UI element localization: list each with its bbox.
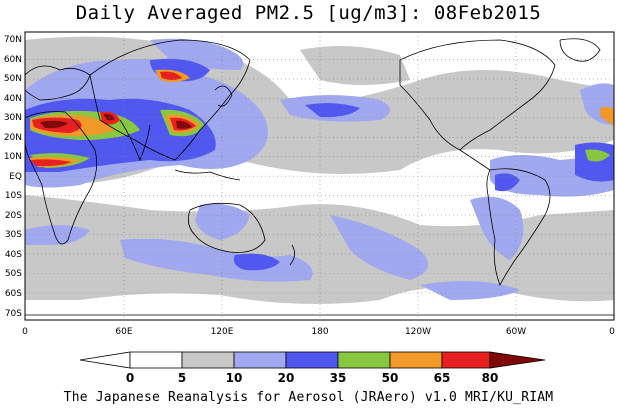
gridlines (25, 32, 614, 320)
lat-label: 50S (5, 269, 22, 279)
lat-label: 50N (4, 74, 22, 84)
colorbar-tick-label: 0 (126, 371, 134, 385)
lat-label: 60S (5, 289, 22, 299)
colorbar: 0 5 10 20 35 50 65 80 (79, 351, 546, 385)
lat-label: 70N (4, 35, 22, 45)
colorbar-tick-label: 20 (278, 371, 295, 385)
lat-label: 30S (5, 230, 22, 240)
colorbar-segment (337, 351, 391, 369)
lat-label: 20S (5, 211, 22, 221)
latitude-labels: 70N 60N 50N 40N 30N 20N 10N EQ 10S 20S 3… (4, 35, 22, 319)
lon-label: 120W (405, 327, 431, 337)
colorbar-tick-label: 5 (178, 371, 186, 385)
map-frame (24, 31, 615, 321)
longitude-labels: 0 60E 120E 180 120W 60W 0 (22, 327, 615, 337)
coastlines (25, 38, 614, 316)
lat-label: 10N (4, 152, 22, 162)
lon-label: 60E (115, 327, 132, 337)
lat-label: 60N (4, 55, 22, 65)
colorbar-tick-label: 35 (330, 371, 347, 385)
map-title: Daily Averaged PM2.5 [ug/m3]: 08Feb2015 (75, 2, 542, 24)
pm25-band-80-plus (40, 113, 192, 129)
footer-credit: The Japanese Reanalysis for Aerosol (JRA… (63, 390, 554, 405)
colorbar-segment (285, 351, 339, 369)
lat-label: 10S (5, 191, 22, 201)
lon-label: 0 (22, 327, 28, 337)
lat-label: 40S (5, 250, 22, 260)
lon-label: 0 (609, 327, 615, 337)
colorbar-segment (233, 351, 287, 369)
lat-label: 20N (4, 133, 22, 143)
colorbar-segment (129, 351, 183, 369)
lat-label: EQ (9, 172, 22, 182)
colorbar-segment (389, 351, 443, 369)
lat-label: 30N (4, 113, 22, 123)
lon-label: 120E (211, 327, 234, 337)
lat-label: 70S (5, 309, 22, 319)
colorbar-tick-label: 80 (482, 371, 499, 385)
colorbar-tick-label: 65 (434, 371, 451, 385)
colorbar-tick-label: 10 (226, 371, 243, 385)
colorbar-max-triangle (489, 351, 546, 369)
lat-label: 40N (4, 94, 22, 104)
colorbar-min-triangle (79, 351, 131, 369)
colorbar-segment (441, 351, 491, 369)
colorbar-tick-label: 50 (382, 371, 399, 385)
lon-label: 180 (311, 327, 328, 337)
lon-label: 60W (506, 327, 526, 337)
colorbar-segment (181, 351, 235, 369)
